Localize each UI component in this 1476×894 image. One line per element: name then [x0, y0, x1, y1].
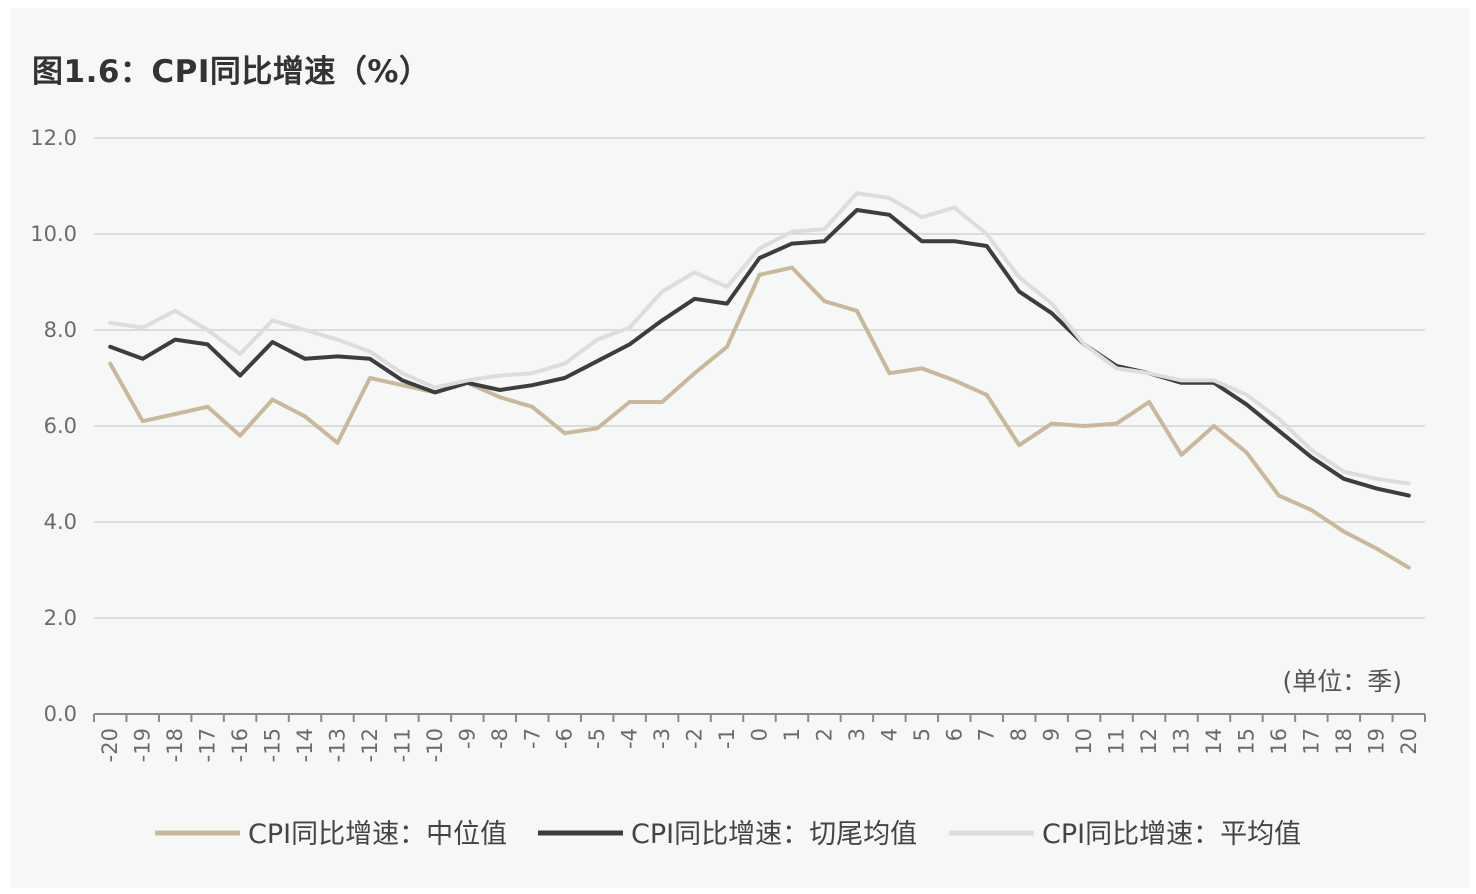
chart-title: 图1.6：CPI同比增速（%）: [32, 54, 431, 90]
y-tick-label: 4.0: [44, 510, 77, 534]
x-tick-label: -16: [228, 728, 252, 762]
series-lines: [108, 191, 1411, 570]
x-tick-label: 14: [1202, 728, 1226, 755]
legend-label: CPI同比增速：中位值: [248, 819, 507, 850]
y-tick-label: 10.0: [30, 222, 77, 246]
x-tick-label: -3: [650, 728, 674, 749]
x-tick-label: 0: [748, 728, 772, 741]
series-line: [108, 191, 1411, 486]
x-tick-label: -5: [585, 728, 609, 749]
x-tick-label: 2: [812, 728, 836, 741]
x-tick-label: -14: [293, 728, 317, 762]
y-tick-label: 12.0: [30, 126, 77, 150]
legend-label: CPI同比增速：切尾均值: [631, 819, 917, 850]
x-tick-label: 17: [1299, 728, 1323, 755]
x-tick-label: 13: [1170, 728, 1194, 755]
x-tick-label: 3: [845, 728, 869, 741]
x-axis: -20 -19 -18 -17 -16 -15 -14 -13 -12 -11 -10 -9 -8 -7-…: [93, 713, 1426, 762]
x-tick-label: 19: [1364, 728, 1388, 755]
series-line: [108, 265, 1411, 570]
legend: CPI同比增速：中位值 CPI同比增速：切尾均值 CPI同比增速：平均值: [155, 819, 1301, 850]
x-tick-label: -11: [390, 728, 414, 762]
x-tick-label: -7: [520, 728, 544, 749]
x-axis-unit-label: (单位：季): [1282, 667, 1402, 696]
x-tick-label: 5: [910, 728, 934, 741]
x-tick-label: 12: [1137, 728, 1161, 755]
x-tick-label: 8: [1007, 728, 1031, 741]
x-tick-label: -4: [618, 728, 642, 749]
x-tick-label: 4: [877, 728, 901, 741]
x-tick-label: -12: [358, 728, 382, 762]
y-tick-label: 0.0: [44, 702, 77, 726]
x-tick-label: 11: [1105, 728, 1129, 755]
x-tick-label: -8: [488, 728, 512, 749]
y-tick-label: 8.0: [44, 318, 77, 342]
x-tick-label: -15: [261, 728, 285, 762]
series-line: [108, 208, 1411, 498]
y-tick-label: 2.0: [44, 606, 77, 630]
x-tick-label: 7: [975, 728, 999, 741]
x-tick-label: 10: [1072, 728, 1096, 755]
x-tick-label: -2: [683, 728, 707, 749]
x-tick-label: 9: [1040, 728, 1064, 741]
gridlines: [94, 137, 1425, 619]
x-tick-label: -18: [163, 728, 187, 762]
legend-label: CPI同比增速：平均值: [1042, 819, 1301, 850]
x-tick-label: -6: [553, 728, 577, 749]
x-tick-label: 16: [1267, 728, 1291, 755]
x-tick-label: 6: [942, 728, 966, 741]
x-tick-label: -20: [98, 728, 122, 762]
x-tick-label: -13: [325, 728, 349, 762]
x-tick-label: -19: [131, 728, 155, 762]
chart-panel: 图1.6：CPI同比增速（%）: [10, 8, 1470, 888]
x-tick-label: -17: [196, 728, 220, 762]
x-tick-label: 1: [780, 728, 804, 741]
x-tick-label: -10: [423, 728, 447, 762]
x-tick-label: -9: [455, 728, 479, 749]
y-tick-label: 6.0: [44, 414, 77, 438]
x-tick-label: 15: [1234, 728, 1258, 755]
y-axis-ticks: 0.0 2.0 4.0 6.0 8.0 10.0 12.0: [30, 126, 77, 726]
x-tick-label: -1: [715, 728, 739, 749]
x-tick-label: 18: [1332, 728, 1356, 755]
x-tick-label: 20: [1397, 728, 1421, 755]
